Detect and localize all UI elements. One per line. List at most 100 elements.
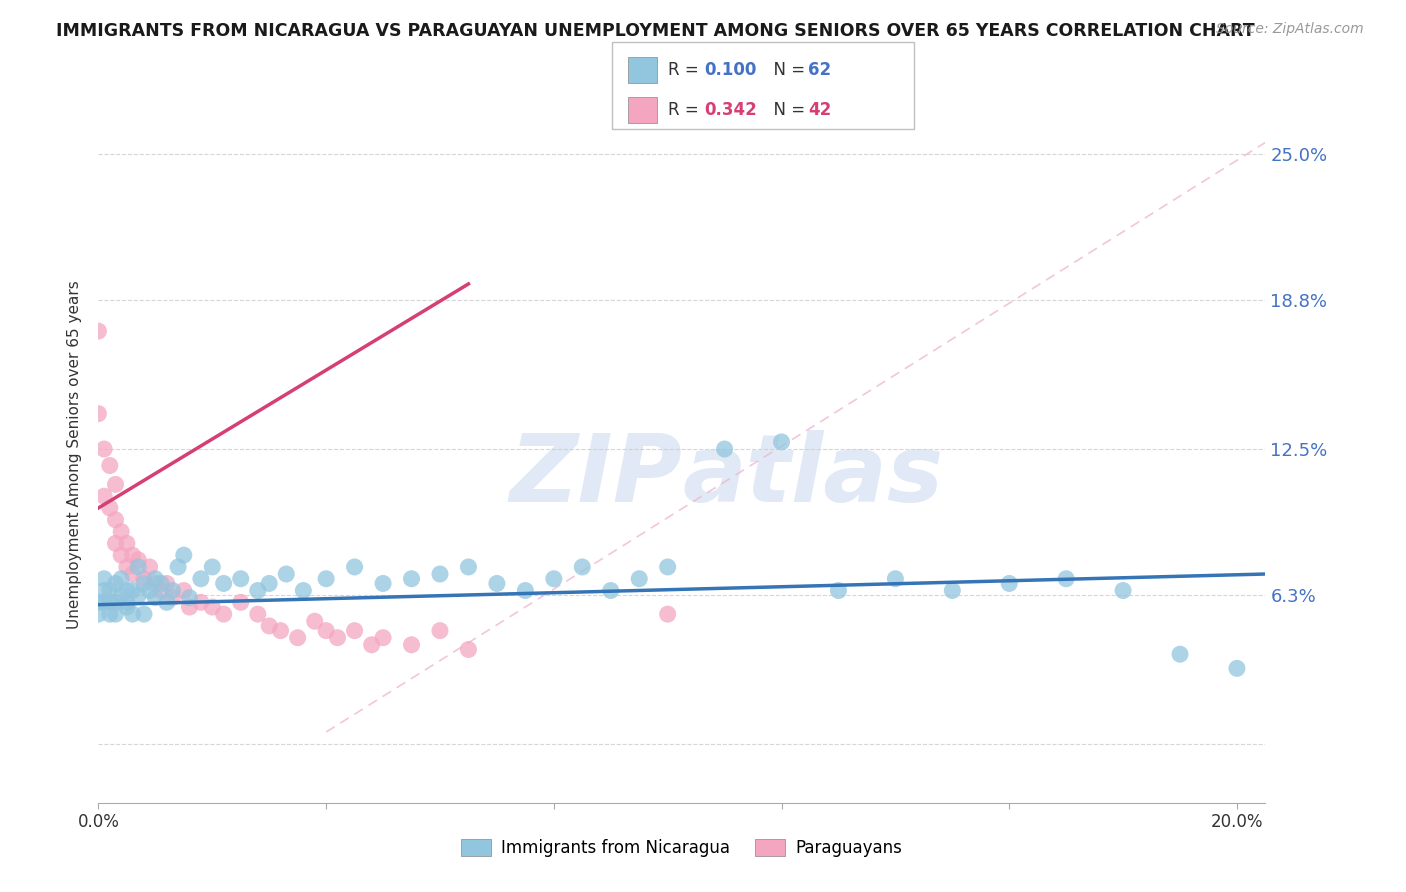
Point: [246, 607, 269, 621]
Point: [98, 500, 121, 515]
Point: [343, 624, 366, 638]
Point: [104, 536, 127, 550]
Point: [110, 524, 132, 539]
Point: [104, 477, 127, 491]
Point: [150, 583, 173, 598]
Point: [93, 572, 115, 586]
Point: [304, 614, 326, 628]
Point: [93, 489, 115, 503]
Point: [115, 583, 138, 598]
Point: [104, 576, 127, 591]
Point: [179, 591, 201, 605]
Point: [190, 572, 212, 586]
Text: R =: R =: [668, 61, 704, 78]
Point: [127, 553, 149, 567]
Point: [93, 595, 115, 609]
Point: [229, 572, 252, 586]
Point: [127, 588, 149, 602]
Text: 0.100: 0.100: [704, 61, 756, 78]
Point: [457, 642, 479, 657]
Point: [132, 572, 155, 586]
Point: [287, 631, 309, 645]
Point: [657, 560, 679, 574]
Point: [167, 560, 190, 574]
Text: N =: N =: [763, 101, 811, 120]
Point: [326, 631, 349, 645]
Point: [87, 595, 110, 609]
Point: [104, 595, 127, 609]
Point: [104, 513, 127, 527]
Text: R =: R =: [668, 101, 704, 120]
Point: [115, 595, 138, 609]
Point: [257, 576, 280, 591]
Point: [827, 583, 849, 598]
Text: 42: 42: [808, 101, 832, 120]
Point: [127, 560, 149, 574]
Point: [138, 560, 160, 574]
Legend: Immigrants from Nicaragua, Paraguayans: Immigrants from Nicaragua, Paraguayans: [454, 832, 910, 864]
Point: [179, 600, 201, 615]
Point: [941, 583, 963, 598]
Point: [270, 624, 292, 638]
Point: [571, 560, 593, 574]
Point: [132, 607, 155, 621]
Point: [98, 595, 121, 609]
Point: [599, 583, 621, 598]
Text: N =: N =: [763, 61, 811, 78]
Point: [257, 619, 280, 633]
Point: [360, 638, 382, 652]
Point: [1226, 661, 1249, 675]
Text: IMMIGRANTS FROM NICARAGUA VS PARAGUAYAN UNEMPLOYMENT AMONG SENIORS OVER 65 YEARS: IMMIGRANTS FROM NICARAGUA VS PARAGUAYAN …: [56, 22, 1256, 40]
Point: [998, 576, 1021, 591]
Point: [87, 324, 110, 338]
Point: [110, 548, 132, 562]
Point: [485, 576, 508, 591]
Point: [315, 624, 337, 638]
Point: [212, 576, 235, 591]
Text: Source: ZipAtlas.com: Source: ZipAtlas.com: [1216, 22, 1364, 37]
Point: [143, 572, 166, 586]
Point: [657, 607, 679, 621]
Point: [156, 576, 179, 591]
Point: [429, 567, 451, 582]
Point: [110, 572, 132, 586]
Point: [132, 576, 155, 591]
Point: [201, 560, 224, 574]
Point: [98, 607, 121, 621]
Point: [429, 624, 451, 638]
Point: [401, 638, 423, 652]
Point: [276, 567, 298, 582]
Point: [143, 576, 166, 591]
Point: [371, 576, 394, 591]
Point: [138, 583, 160, 598]
Point: [1168, 647, 1191, 661]
Point: [87, 407, 110, 421]
Point: [1054, 572, 1077, 586]
Point: [143, 591, 166, 605]
Point: [173, 548, 195, 562]
Point: [110, 588, 132, 602]
Point: [98, 458, 121, 473]
Point: [770, 434, 793, 449]
Point: [246, 583, 269, 598]
Point: [371, 631, 394, 645]
Point: [98, 583, 121, 598]
Y-axis label: Unemployment Among Seniors over 65 years: Unemployment Among Seniors over 65 years: [67, 281, 83, 629]
Point: [515, 583, 537, 598]
Point: [156, 595, 179, 609]
Text: 0.342: 0.342: [704, 101, 758, 120]
Point: [401, 572, 423, 586]
Point: [884, 572, 907, 586]
Point: [121, 548, 143, 562]
Point: [628, 572, 651, 586]
Point: [190, 595, 212, 609]
Point: [713, 442, 735, 456]
Text: ZIP: ZIP: [509, 430, 682, 522]
Point: [229, 595, 252, 609]
Point: [87, 607, 110, 621]
Point: [115, 560, 138, 574]
Point: [315, 572, 337, 586]
Point: [93, 583, 115, 598]
Point: [1112, 583, 1135, 598]
Point: [457, 560, 479, 574]
